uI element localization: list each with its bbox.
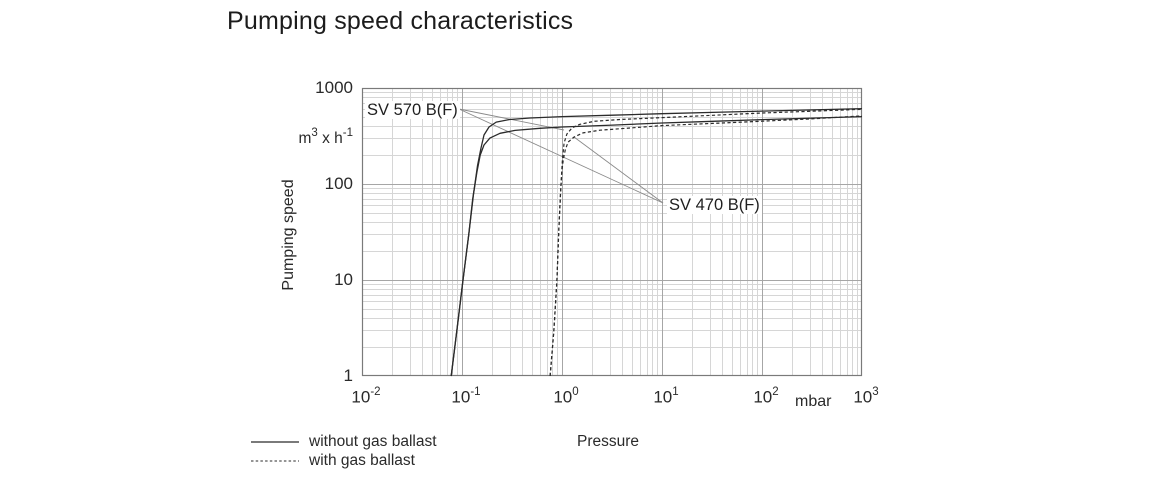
y-tick-label-10: 10 (334, 270, 353, 289)
y-axis-title: Pumping speed (280, 179, 297, 291)
legend-item-with-gas-ballast: with gas ballast (250, 452, 437, 470)
curve-sv-570-b-f--with-gas-ballast (549, 108, 863, 377)
chart-title: Pumping speed characteristics (227, 7, 574, 35)
y-tick-label-100: 100 (324, 174, 353, 193)
x-tick-label-10e-1: 10-1 (451, 386, 481, 407)
x-tick-label-10e0: 100 (553, 386, 579, 407)
x-axis-title: Pressure (577, 433, 640, 450)
x-tick-label-10e1: 101 (653, 386, 679, 407)
y-tick-label-1000: 1000 (315, 78, 353, 97)
legend-sample-solid-line (251, 441, 299, 443)
curve-sv-570-b-f--without-gas-ballast (450, 107, 863, 377)
x-tick-label-10e3: 103 (853, 386, 879, 407)
x-axis-unit-mbar: mbar (795, 393, 832, 410)
curve-sv-470-b-f--with-gas-ballast (549, 115, 863, 377)
legend: without gas ballast with gas ballast (250, 433, 437, 470)
legend-sample-dashed-line (251, 460, 299, 462)
y-tick-label-1: 1 (343, 366, 353, 385)
x-tick-label-10e2: 102 (753, 386, 779, 407)
x-tick-label-10e-2: 10-2 (351, 386, 381, 407)
annotation-leader-line (573, 136, 664, 204)
plot-border (361, 87, 863, 377)
y-axis-unit: m3 x h-1 (298, 127, 353, 148)
curve-sv-470-b-f--without-gas-ballast (450, 115, 863, 377)
annotation-sv-470-label: SV 470 B(F) (667, 196, 762, 214)
legend-label: without gas ballast (309, 433, 437, 450)
legend-item-without-gas-ballast: without gas ballast (250, 433, 437, 451)
annotation-sv-570-label: SV 570 B(F) (365, 101, 460, 119)
legend-label: with gas ballast (309, 452, 415, 469)
